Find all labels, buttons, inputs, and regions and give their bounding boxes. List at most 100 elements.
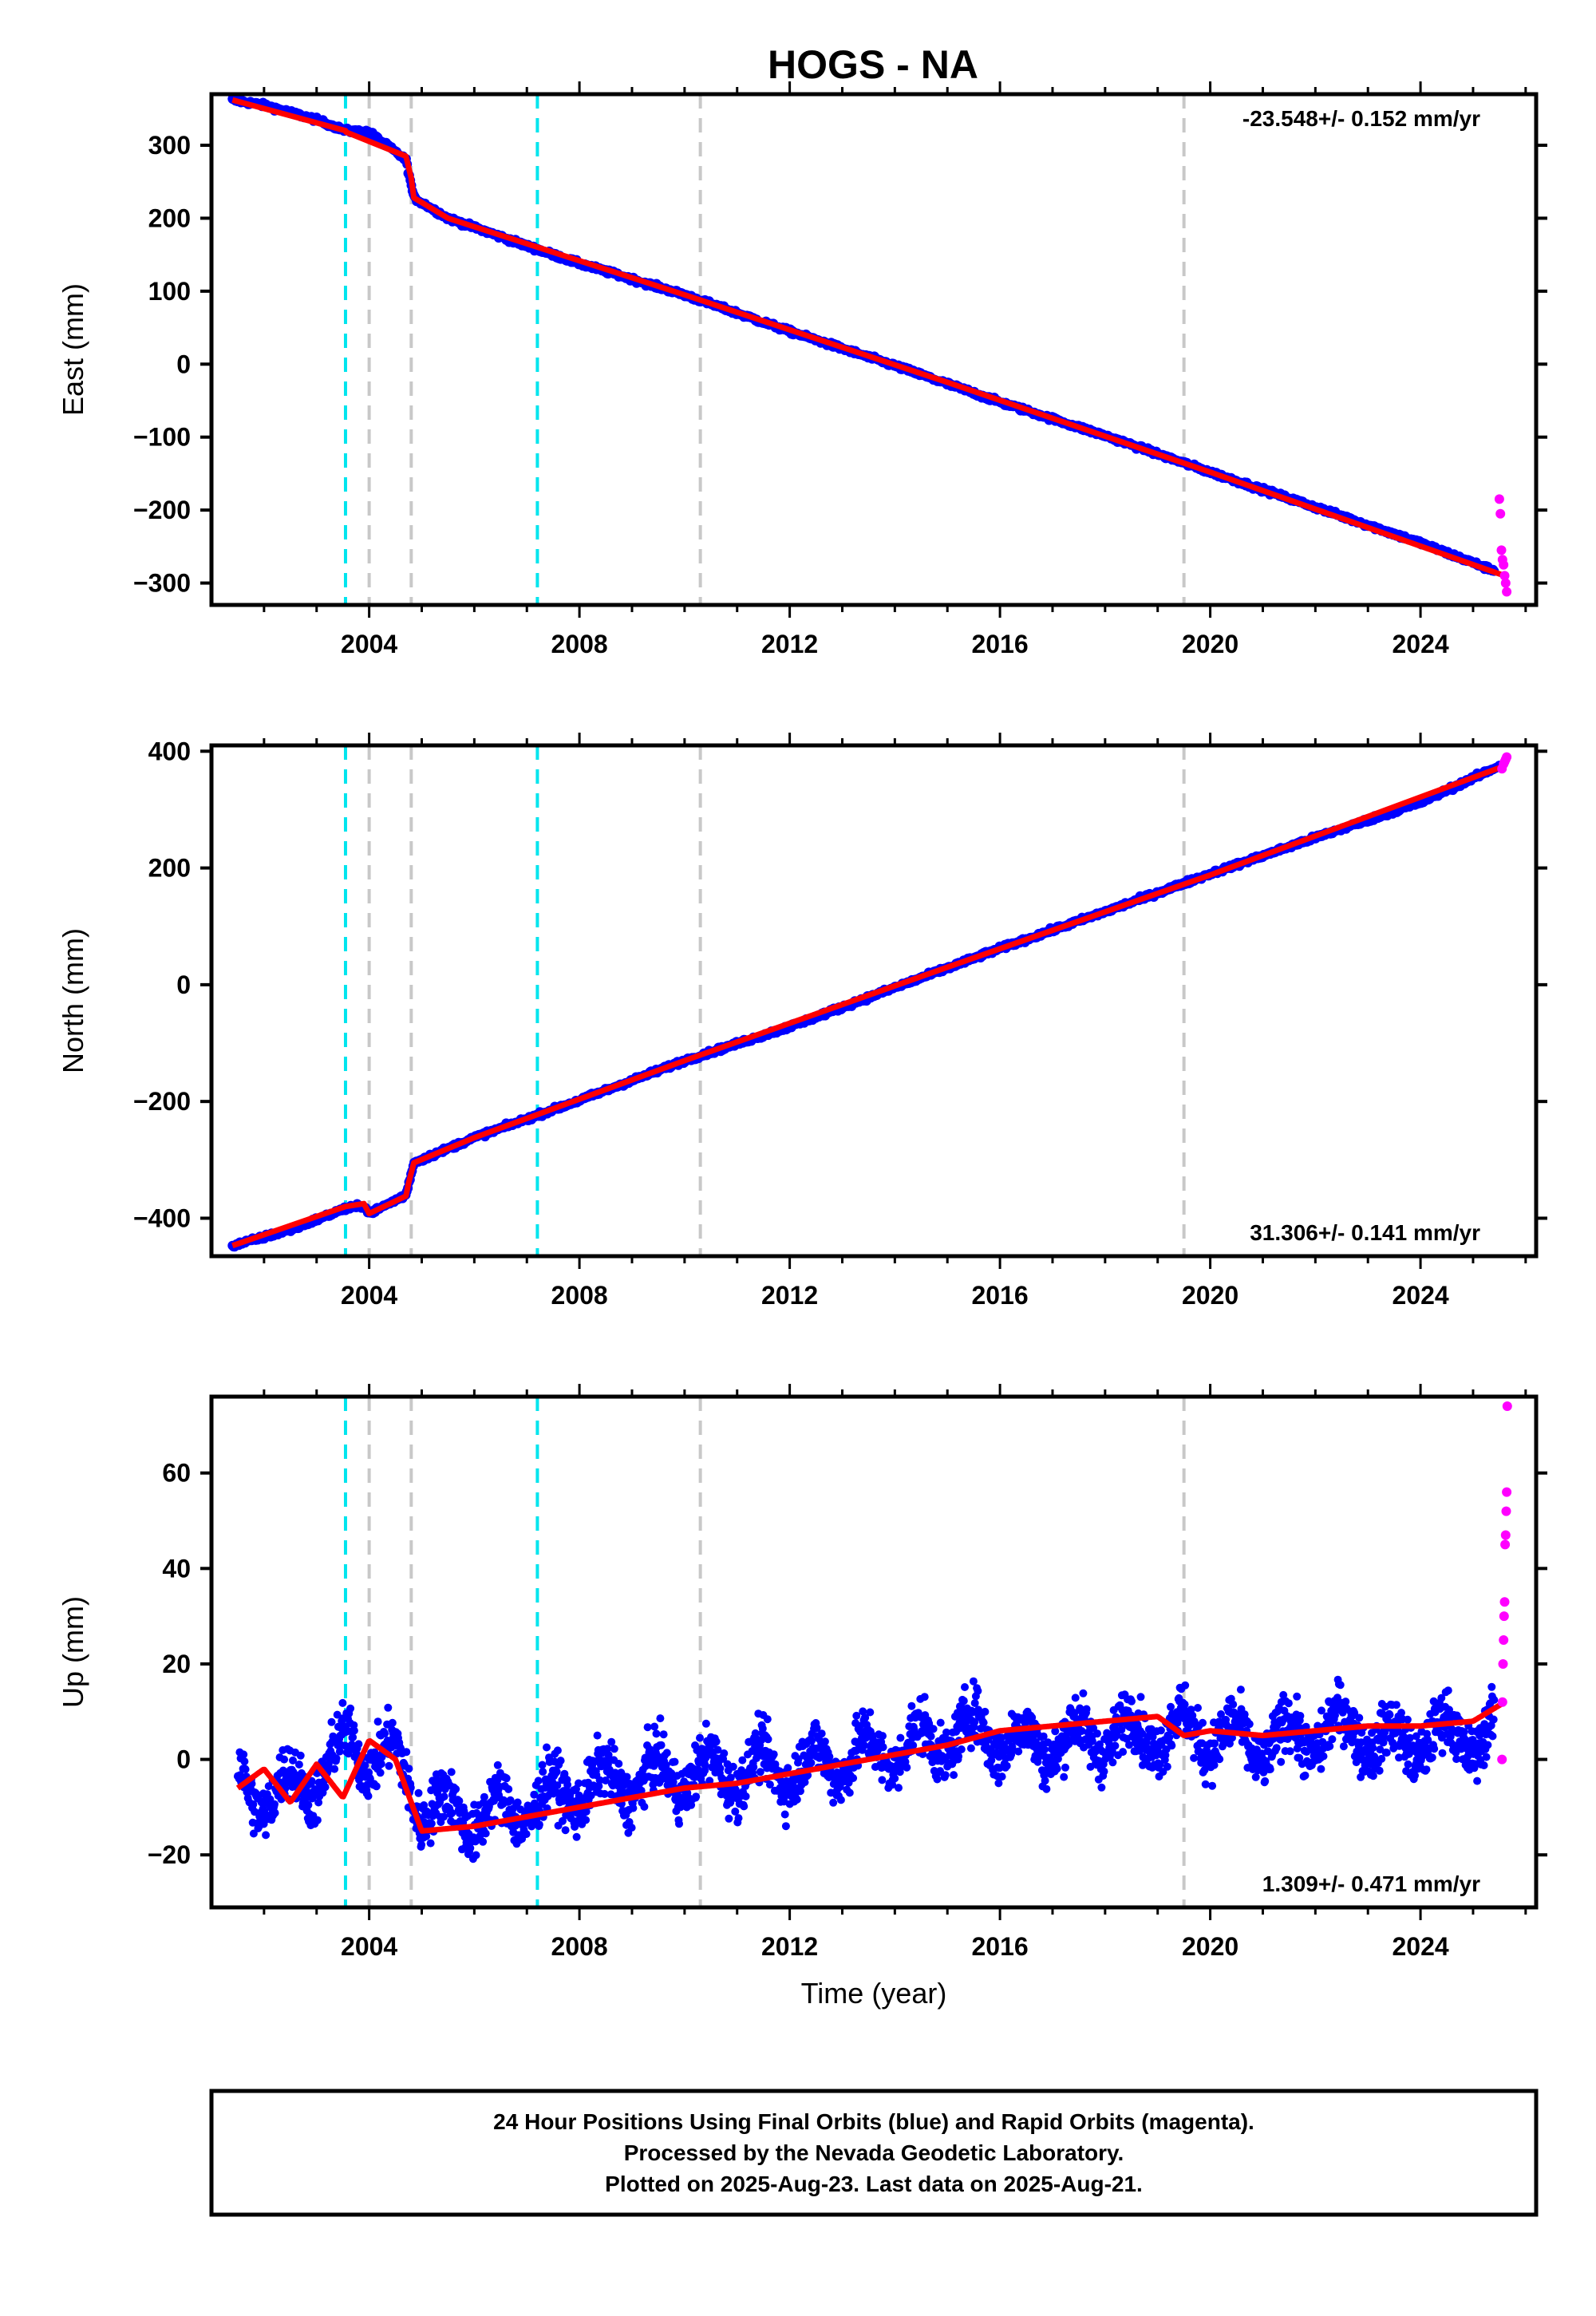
final-orbit-point [737,1766,746,1775]
final-orbit-point [1086,1762,1095,1771]
final-orbit-point [606,1790,615,1799]
final-orbit-point [825,1753,834,1761]
final-orbit-point [998,1773,1006,1781]
y-tick-label: 0 [176,350,191,378]
final-orbit-point [516,1805,525,1814]
final-orbit-point [807,1758,816,1767]
final-orbit-point [765,1780,774,1789]
final-orbit-point [1328,1735,1337,1744]
final-orbit-point [314,1798,323,1807]
panel-frame [209,92,1539,607]
final-orbit-point [646,1745,654,1753]
final-orbit-dots [233,1675,1499,1863]
velocity-rate-label: 31.306+/- 0.141 mm/yr [1250,1220,1480,1245]
y-tick-label: 0 [176,970,191,999]
final-orbit-point [582,1816,591,1824]
final-orbit-point [522,1830,531,1839]
final-orbit-point [758,1724,767,1733]
x-tick-label: 2012 [761,1281,818,1310]
final-orbit-point [1039,1732,1048,1741]
rapid-orbit-point [1499,571,1510,581]
final-orbit-point [530,1790,539,1799]
final-orbit-point [388,1718,397,1727]
final-orbit-point [1077,1727,1086,1735]
final-orbit-point [361,1761,369,1770]
final-orbit-point [280,1755,289,1764]
y-tick-label: 200 [148,204,191,232]
final-orbit-point [1245,1720,1254,1729]
final-orbit-point [595,1782,603,1790]
final-orbit-point [1097,1783,1106,1792]
x-tick-label: 2012 [761,630,818,658]
final-orbit-point [1128,1697,1136,1705]
final-orbit-point [1201,1780,1210,1788]
final-orbit-point [1341,1697,1350,1706]
final-orbit-point [729,1762,737,1771]
final-orbit-point [1229,1700,1238,1709]
final-orbit-point [448,1808,456,1817]
final-orbit-point [1382,1749,1391,1757]
final-orbit-point [1286,1747,1294,1756]
final-orbit-point [1296,1712,1305,1720]
final-orbit-point [780,1810,789,1819]
final-orbit-point [852,1711,861,1720]
rapid-orbit-point [1496,545,1507,555]
final-orbit-point [1156,1726,1165,1735]
x-tick-label: 2020 [1182,1281,1238,1310]
final-orbit-point [1302,1748,1311,1757]
final-orbit-point [372,1782,381,1791]
final-orbit-point [734,1814,743,1823]
final-orbit-point [845,1788,854,1797]
final-orbit-point [304,1800,313,1809]
final-orbit-point [607,1737,616,1746]
final-orbit-point [896,1733,905,1742]
final-orbit-point [327,1717,336,1726]
y-tick-label: 400 [148,737,191,765]
final-orbit-point [335,1747,344,1756]
final-orbit-point [1041,1777,1049,1785]
final-orbit-point [1277,1757,1286,1766]
final-orbit-point [979,1718,988,1727]
rapid-orbit-dots [1497,752,1512,774]
final-orbit-point [346,1704,355,1713]
rapid-orbit-point [1500,578,1511,588]
final-orbit-point [1199,1718,1207,1727]
final-orbit-point [1375,1766,1384,1775]
final-orbit-point [954,1752,963,1761]
final-orbit-point [239,1750,248,1759]
final-orbit-point [1014,1747,1023,1756]
final-orbit-point [330,1765,339,1773]
y-tick-label: −200 [133,496,191,524]
x-tick-label: 2008 [551,1281,608,1310]
final-orbit-point [622,1773,631,1781]
final-orbit-point [1194,1704,1202,1712]
final-orbit-point [1079,1689,1088,1697]
final-orbit-point [929,1725,938,1733]
final-orbit-point [249,1800,258,1808]
final-orbit-point [534,1777,543,1785]
final-orbit-point [264,1782,273,1791]
final-orbit-point [1138,1729,1147,1738]
final-orbit-point [866,1708,875,1717]
final-orbit-point [1093,1729,1101,1738]
model-line [231,763,1506,1249]
final-orbit-point [614,1760,623,1768]
final-orbit-point [692,1792,701,1801]
final-orbit-point [321,1783,330,1792]
final-orbit-point [427,1819,436,1828]
final-orbit-point [749,1763,758,1772]
final-orbit-point [1219,1740,1228,1749]
final-orbit-point [1369,1744,1377,1753]
x-tick-label: 2024 [1392,1281,1448,1310]
x-tick-label: 2020 [1182,630,1238,658]
final-orbit-point [903,1763,911,1772]
model-line [231,97,1506,579]
final-orbit-point [1167,1741,1176,1750]
final-orbit-point [1082,1705,1091,1713]
final-orbit-point [1284,1699,1293,1708]
final-orbit-point [662,1749,671,1757]
final-orbit-point [950,1771,958,1780]
final-orbit-point [575,1779,583,1788]
rapid-orbit-point [1494,494,1504,504]
